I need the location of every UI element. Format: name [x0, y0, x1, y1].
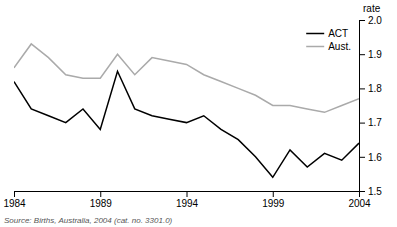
tick-label: 1.7 — [368, 117, 382, 128]
tick-label: 1999 — [262, 198, 285, 209]
legend-item: ACT — [306, 28, 348, 39]
tick-mark — [273, 191, 274, 197]
x-axis: 1984 1989 1994 1999 2004 — [3, 191, 371, 209]
tick-label: 1.8 — [368, 83, 382, 94]
y-axis-label: rate — [363, 3, 381, 14]
axis-line — [360, 21, 366, 192]
tick-label: 1994 — [176, 198, 199, 209]
axis-line — [15, 192, 360, 198]
tick: 1.9 — [359, 49, 382, 60]
tick-label: 2004 — [348, 198, 371, 209]
tick-label: 1.9 — [368, 49, 382, 60]
tick: 1994 — [176, 191, 199, 209]
legend-label: Aust. — [328, 41, 351, 52]
tick: 1.7 — [359, 117, 382, 128]
legend-label: ACT — [328, 28, 348, 39]
series-line — [14, 44, 359, 112]
tick-mark — [14, 191, 15, 197]
tick-mark — [359, 157, 365, 158]
tick-mark — [100, 191, 101, 197]
tick-mark — [359, 123, 365, 124]
legend-swatch — [306, 46, 324, 48]
tick-mark — [359, 54, 365, 55]
tick: 1.6 — [359, 152, 382, 163]
tick-label: 1984 — [3, 198, 26, 209]
tick-mark — [359, 20, 365, 21]
annotation: Source: Births, Australia, 2004 (cat. no… — [4, 216, 173, 225]
tick-label: 1.6 — [368, 152, 382, 163]
lines — [14, 44, 359, 177]
legend-swatch — [306, 33, 324, 35]
tick-mark — [359, 88, 365, 89]
tick-label: 1.5 — [368, 186, 382, 197]
plot: 1984 1989 1994 1999 20041.5 1.6 1.7 1.8 1.9 2.0 AC… — [3, 15, 382, 209]
legend: ACT Aust. — [306, 28, 351, 52]
tick: 1.5 — [359, 186, 382, 197]
chart: 1984 1989 1994 1999 20041.5 1.6 1.7 1.8 1.9 2.0 AC… — [0, 0, 397, 227]
tick: 1984 — [3, 191, 26, 209]
tick-mark — [359, 191, 365, 192]
tick-mark — [187, 191, 188, 197]
tick-label: 2.0 — [368, 15, 382, 26]
tick: 1999 — [262, 191, 285, 209]
legend-item: Aust. — [306, 41, 351, 52]
series-line — [14, 71, 359, 177]
y-axis: 1.5 1.6 1.7 1.8 1.9 2.0 — [359, 15, 382, 197]
tick: 2.0 — [359, 15, 382, 26]
tick-label: 1989 — [90, 198, 113, 209]
tick: 1989 — [90, 191, 113, 209]
tick: 1.8 — [359, 83, 382, 94]
